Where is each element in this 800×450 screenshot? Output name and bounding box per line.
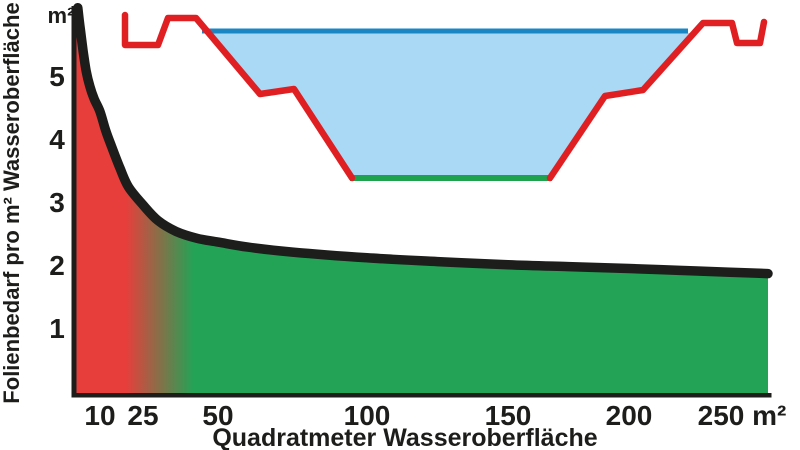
x-axis-title: Quadratmeter Wasseroberfläche	[212, 424, 597, 450]
x-tick-label: 200	[606, 400, 653, 431]
x-tick-label: 50	[202, 400, 233, 431]
x-tick-label: 150	[485, 400, 532, 431]
y-tick-label: 4	[49, 124, 65, 155]
y-tick-label: 2	[49, 250, 65, 281]
x-tick-label: 100	[344, 400, 391, 431]
x-tick-label: 250 m²	[698, 400, 787, 431]
curve-area-fill	[73, 7, 768, 394]
pond-liner-profile-right	[546, 18, 768, 182]
y-tick-labels: 1 2 3 4 5	[49, 61, 65, 344]
y-tick-label: 5	[49, 61, 65, 92]
x-axis-line	[71, 393, 772, 398]
x-tick-label: 10	[84, 400, 115, 431]
y-tick-label: 1	[49, 313, 65, 344]
x-tick-label: 25	[127, 400, 158, 431]
pond-liner-profile-left	[121, 11, 356, 182]
y-axis-line	[71, 6, 77, 397]
foil-requirement-curve	[73, 2, 773, 279]
pond-cross-section-inset	[121, 11, 768, 182]
y-axis-title: Folienbedarf pro m² Wasseroberfläche	[0, 2, 24, 403]
x-tick-labels: 10 25 50 100 150 200 250 m²	[84, 400, 786, 431]
pond-water-fill	[206, 33, 690, 177]
y-axis-unit-label: m²	[48, 3, 75, 28]
y-tick-label: 3	[49, 187, 65, 218]
